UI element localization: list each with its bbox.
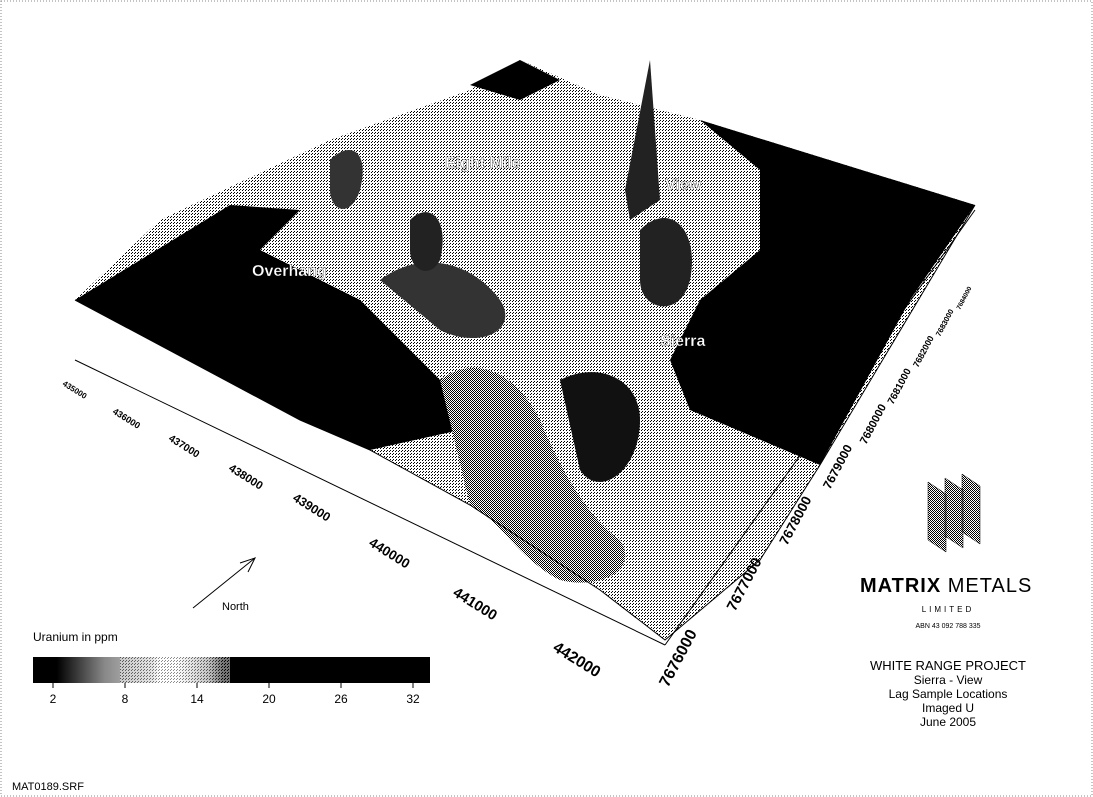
easting-tick-label: 438000 [226,462,264,492]
place-label: Sierra [660,333,705,350]
surface [74,60,976,641]
legend-tick-label: 20 [262,692,276,706]
easting-tick-label: 442000 [550,639,604,681]
legend-title: Uranium in ppm [33,630,118,644]
north-arrow: North [192,557,256,613]
legend-tick-label: 14 [190,692,204,706]
northing-tick-label: 7681000 [886,366,914,406]
legend: Uranium in ppm 2 8 14 20 26 32 [33,630,430,706]
easting-tick-label: 436000 [111,406,142,431]
title-line: Sierra - View [914,673,983,687]
legend-tick-label: 2 [50,692,57,706]
colorbar-texture [120,657,230,683]
place-label: View [665,177,702,194]
title-line: Lag Sample Locations [889,687,1008,701]
title-line: WHITE RANGE PROJECT [870,658,1026,673]
place-label: Eight Mile [445,155,521,172]
northing-tick-label: 7683000 [934,308,956,338]
northing-tick-label: 7680000 [858,402,889,446]
easting-tick-label: 435000 [61,379,89,401]
easting-tick-label: 440000 [366,535,412,572]
file-name: MAT0189.SRF [12,781,84,793]
legend-tick-label: 8 [122,692,129,706]
axis-lines [74,209,976,646]
logo-abn: ABN 43 092 788 335 [916,623,981,630]
legend-tick-label: 26 [334,692,348,706]
northing-tick-label: 7682000 [911,334,936,369]
legend-ticks: 2 8 14 20 26 32 [50,683,420,706]
logo-sub: LIMITED [922,605,975,614]
logo-name: MATRIX METALS [860,575,1032,597]
northing-tick-label: 7684000 [956,285,974,311]
map-labels: Eight Mile View Overhang Sierra [252,155,706,350]
logo-name-rest: METALS [948,575,1033,597]
place-label: Overhang [252,263,327,280]
easting-tick-label: 439000 [290,491,333,525]
north-label: North [222,601,249,613]
easting-tick-label: 437000 [166,433,201,461]
legend-tick-label: 32 [406,692,420,706]
title-line: June 2005 [920,715,976,729]
easting-tick-label: 441000 [450,585,500,624]
logo-name-bold: MATRIX [860,575,941,597]
logo: MATRIX METALS LIMITED ABN 43 092 788 335 [860,473,1032,630]
colorbar [33,657,430,683]
title-line: Imaged U [922,701,974,715]
